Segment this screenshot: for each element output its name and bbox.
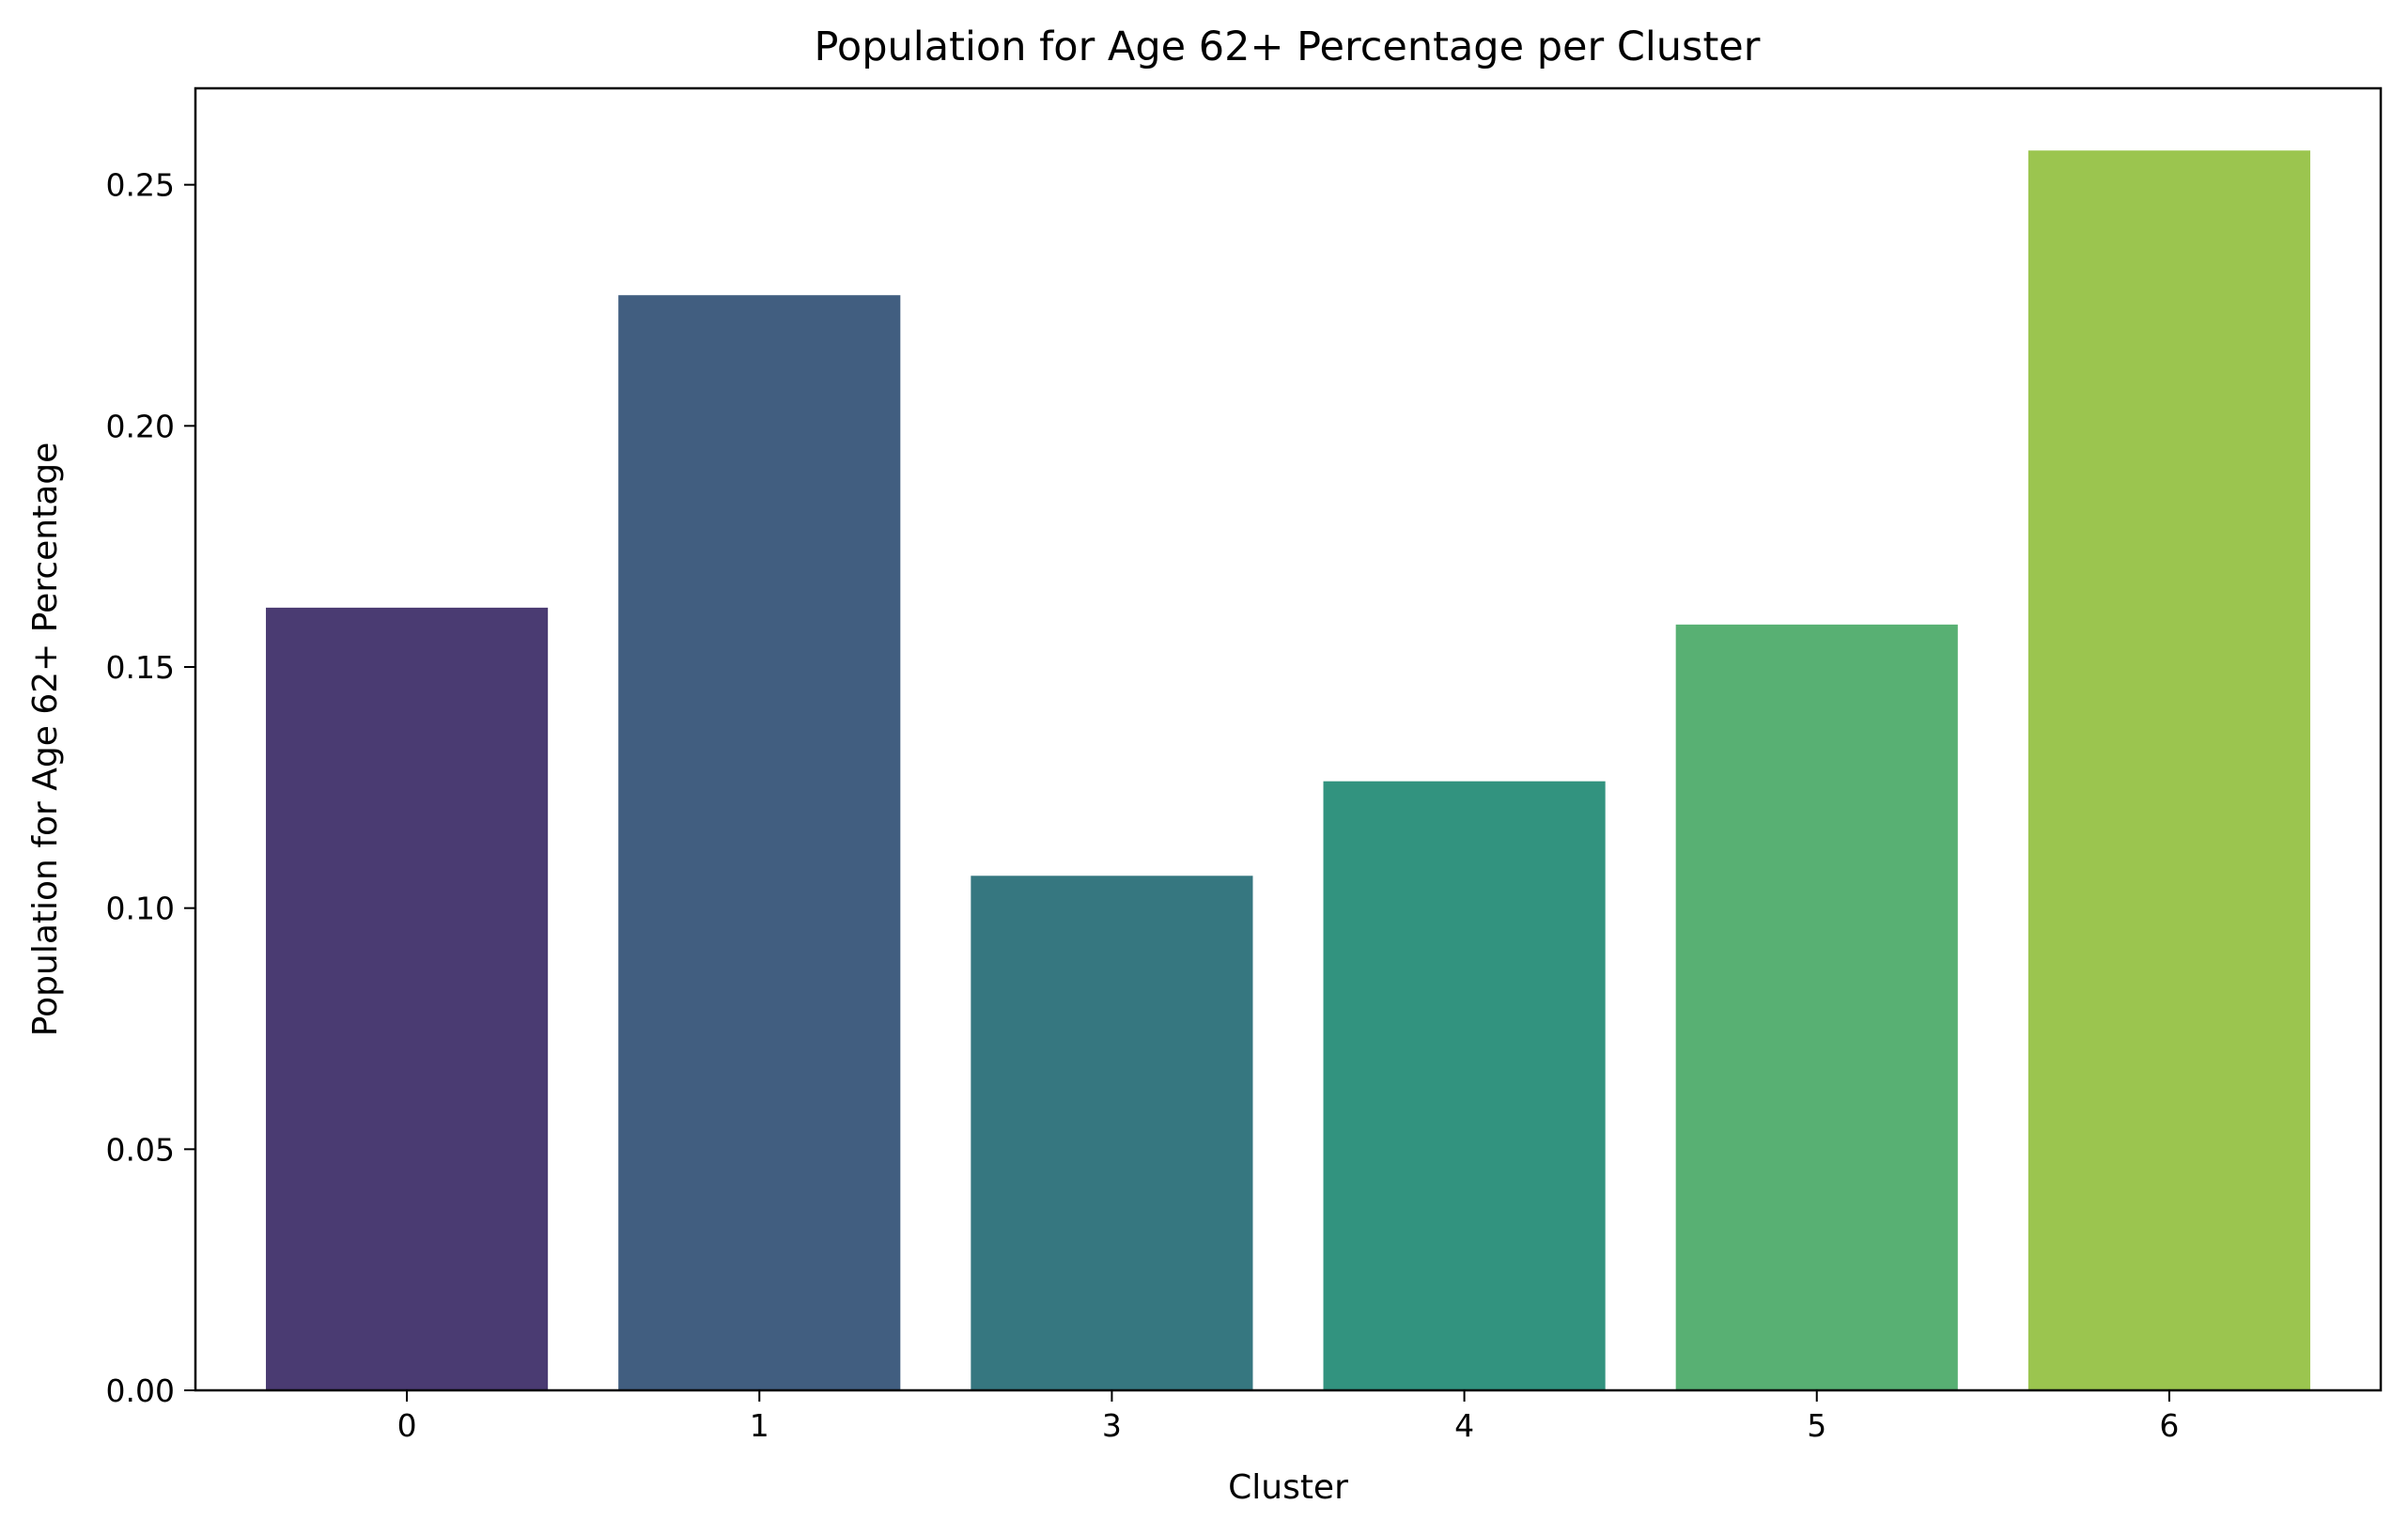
y-tick-label: 0.00 [106,1372,175,1409]
bars-group [266,150,2310,1391]
x-tick-label: 5 [1807,1407,1826,1444]
bar-cluster-1 [618,295,901,1391]
bar-cluster-0 [266,607,549,1390]
bar-cluster-4 [1323,781,1606,1390]
y-tick-label: 0.20 [106,408,175,444]
plot-frame [194,86,2383,1392]
y-tick-label: 0.15 [106,649,175,686]
bar-cluster-3 [971,876,1253,1390]
y-tick-label: 0.05 [106,1131,175,1168]
x-tick-label: 1 [750,1407,769,1444]
y-tick-label: 0.25 [106,167,175,204]
y-axis-label: Population for Age 62+ Percentage [26,442,65,1037]
y-tick-label: 0.10 [106,891,175,927]
x-tick-label: 0 [397,1407,417,1444]
y-axis: 0.00 0.05 0.10 0.15 0.20 0.25 [106,167,195,1409]
x-axis: 0 1 3 4 5 6 [397,1390,2179,1444]
bar-cluster-6 [2027,150,2310,1391]
bar-cluster-5 [1675,624,1958,1390]
x-tick-label: 4 [1454,1407,1474,1444]
x-axis-label: Cluster [1228,1468,1348,1507]
x-tick-label: 6 [2159,1407,2179,1444]
x-tick-label: 3 [1102,1407,1122,1444]
chart-title: Population for Age 62+ Percentage per Cl… [815,23,1761,70]
